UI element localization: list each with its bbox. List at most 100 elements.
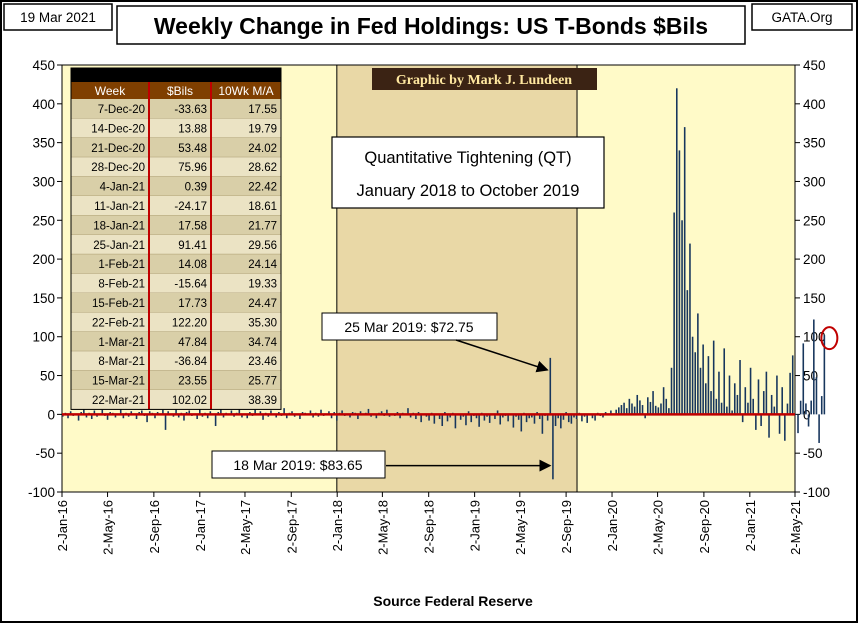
table-cell: 7-Dec-20 xyxy=(98,104,145,116)
bar xyxy=(623,402,625,415)
bar xyxy=(309,410,312,415)
bar xyxy=(438,414,441,420)
bar xyxy=(349,414,351,418)
bar xyxy=(765,371,768,415)
x-tick-label: 2-Sep-16 xyxy=(147,500,162,553)
y-tick-label-left: 400 xyxy=(32,97,55,112)
bar xyxy=(114,414,117,418)
table-title: Changes in Fed's T-Debt Holdings xyxy=(89,70,264,82)
bar xyxy=(275,414,278,418)
y-tick-label-left: 300 xyxy=(32,174,55,189)
bar xyxy=(259,411,262,415)
bar xyxy=(797,414,799,434)
bar xyxy=(446,414,449,422)
table-row xyxy=(71,157,281,177)
bar xyxy=(799,400,802,415)
bar xyxy=(198,406,201,415)
bar xyxy=(815,377,818,415)
y-axis-left: -100 -50 0 50 100 150 200 250 300 350 400 450 xyxy=(28,58,62,500)
bar xyxy=(557,414,559,419)
bar xyxy=(214,414,217,427)
y-tick-label-left: 450 xyxy=(32,58,55,73)
bar xyxy=(320,409,322,415)
bar xyxy=(488,414,491,423)
bar xyxy=(689,243,691,415)
bar xyxy=(162,409,164,415)
low-callout-label: 18 Mar 2019: $83.65 xyxy=(233,457,362,473)
bar xyxy=(154,414,156,419)
y-tick-label-left: -50 xyxy=(35,446,55,461)
bar xyxy=(636,394,639,415)
bar xyxy=(148,411,151,415)
table-cell: 24.02 xyxy=(248,143,277,155)
table-row xyxy=(71,370,281,390)
y-tick-label-right: 150 xyxy=(803,291,826,306)
bar xyxy=(718,371,720,415)
low-callout-box xyxy=(211,450,386,479)
bar xyxy=(770,394,773,415)
bar xyxy=(106,414,109,420)
site-box xyxy=(751,3,853,31)
table-cell: 122.20 xyxy=(172,317,207,329)
y-tick-label-left: 200 xyxy=(32,252,55,267)
bar xyxy=(177,414,180,418)
bar xyxy=(691,336,694,415)
bar xyxy=(631,403,633,415)
bar xyxy=(209,411,212,415)
y-tick-label-left: 250 xyxy=(32,213,55,228)
bar xyxy=(85,414,88,418)
bar xyxy=(786,403,789,415)
table-cell: 0.39 xyxy=(185,182,207,194)
bar xyxy=(67,414,69,419)
bar xyxy=(618,407,620,415)
bar xyxy=(299,414,301,420)
y-tick-label-right: 300 xyxy=(803,174,826,189)
bar xyxy=(628,398,631,415)
bar xyxy=(736,394,739,415)
bar xyxy=(773,406,776,415)
bar xyxy=(749,367,752,415)
bar xyxy=(507,414,509,422)
bar xyxy=(433,414,436,424)
y-tick-label-left: -100 xyxy=(28,485,55,500)
table-cell: 34.74 xyxy=(248,337,277,349)
table-cell: 15-Feb-21 xyxy=(92,298,145,310)
bar xyxy=(357,414,359,420)
y-tick-label-right: 400 xyxy=(803,97,826,112)
bar xyxy=(409,414,412,418)
bar xyxy=(552,414,554,480)
bar xyxy=(752,398,755,415)
x-tick-label: 2-May-17 xyxy=(238,500,253,555)
y-tick-label-left: 50 xyxy=(40,369,55,384)
bar xyxy=(699,367,702,415)
table-row xyxy=(71,176,281,196)
bar xyxy=(726,406,728,415)
bar xyxy=(502,414,504,418)
x-tick-label: 2-Jan-19 xyxy=(468,500,483,551)
bar xyxy=(499,414,502,425)
bar xyxy=(644,414,646,419)
bar xyxy=(794,414,797,415)
bar xyxy=(415,414,417,420)
x-tick-label: 2-May-16 xyxy=(101,500,116,555)
bar xyxy=(328,411,330,415)
site-label: GATA.Org xyxy=(771,10,832,25)
x-tick-label: 2-Sep-19 xyxy=(559,500,574,553)
table-cell: -36.84 xyxy=(174,356,207,368)
qt-annotation-line2: January 2018 to October 2019 xyxy=(357,182,580,200)
bar xyxy=(784,414,786,441)
x-tick-label: 2-Sep-20 xyxy=(697,500,712,553)
bar xyxy=(665,398,668,415)
bar xyxy=(820,396,823,415)
table-cell: 53.48 xyxy=(178,143,207,155)
table-row xyxy=(71,254,281,274)
bar xyxy=(183,414,185,421)
table-cell: 8-Feb-21 xyxy=(98,279,145,291)
bar xyxy=(739,360,741,415)
table-cell: 25-Jan-21 xyxy=(93,240,145,252)
high-callout-box xyxy=(321,312,498,341)
bar xyxy=(520,414,523,432)
bar xyxy=(407,408,409,415)
table-row xyxy=(71,196,281,216)
